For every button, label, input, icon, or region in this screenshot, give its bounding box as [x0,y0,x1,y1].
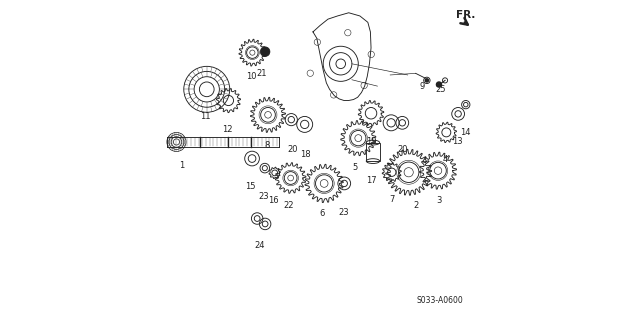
Text: 2: 2 [413,201,419,210]
Text: 25: 25 [435,85,446,94]
Text: 21: 21 [257,69,267,78]
Text: 16: 16 [268,197,278,205]
Text: 20: 20 [287,145,298,154]
Text: 6: 6 [319,209,324,218]
Text: 11: 11 [200,112,211,121]
Text: 19: 19 [367,137,377,146]
Text: 14: 14 [460,128,470,137]
Text: 10: 10 [246,72,257,81]
Text: 18: 18 [300,150,311,159]
Text: 17: 17 [366,176,377,185]
Text: S033-A0600: S033-A0600 [416,296,463,305]
Text: 4: 4 [442,155,447,164]
Text: 15: 15 [245,182,256,191]
Text: FR.: FR. [456,10,476,20]
Text: 23: 23 [338,208,349,217]
Text: 3: 3 [436,197,442,205]
Text: 7: 7 [389,195,394,204]
Circle shape [436,82,442,87]
Text: 12: 12 [221,125,232,134]
Text: 13: 13 [452,137,463,146]
Text: 24: 24 [255,241,265,250]
Text: 9: 9 [419,82,425,91]
Text: 22: 22 [284,201,294,210]
Text: 8: 8 [264,141,269,150]
Circle shape [425,79,428,82]
Text: 23: 23 [258,192,269,201]
Circle shape [261,48,269,56]
Text: 20: 20 [397,145,408,154]
Text: 1: 1 [179,161,184,170]
Bar [366,143,380,161]
Text: 5: 5 [353,163,358,172]
